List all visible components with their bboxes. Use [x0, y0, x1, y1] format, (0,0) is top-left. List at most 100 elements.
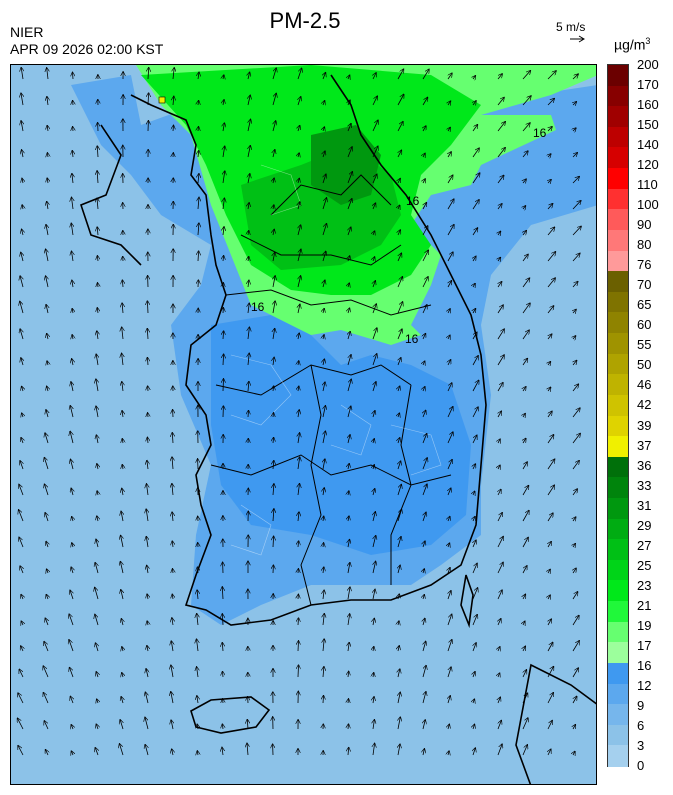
wind-arrow	[122, 280, 123, 288]
wind-arrow	[398, 150, 401, 158]
wind-arrow	[97, 146, 98, 158]
wind-arrow	[223, 198, 224, 210]
wind-arrow	[348, 643, 349, 652]
wind-arrow	[498, 204, 502, 210]
wind-arrow	[498, 411, 501, 418]
wind-arrow	[522, 254, 528, 262]
wind-arrow	[96, 435, 98, 444]
wind-arrow	[498, 490, 501, 496]
coastline	[80, 74, 596, 784]
wind-arrow	[447, 252, 453, 262]
wind-arrow	[147, 621, 148, 625]
wind-arrow	[298, 333, 299, 340]
legend-label: 33	[637, 477, 652, 493]
wind-arrow	[18, 693, 24, 704]
wind-arrow	[522, 538, 528, 548]
wind-arrow	[122, 411, 123, 418]
wind-arrow	[323, 614, 324, 626]
wind-arrow	[97, 256, 98, 262]
wind-arrow	[547, 485, 554, 496]
wind-arrow	[22, 150, 23, 158]
wind-arrow	[72, 309, 73, 314]
wind-arrow	[472, 125, 478, 132]
wind-arrow	[147, 594, 148, 600]
wind-arrow	[498, 647, 500, 651]
wind-arrow	[497, 148, 505, 158]
wind-arrow	[372, 174, 377, 184]
wind-arrow	[398, 253, 401, 262]
wind-arrow	[72, 543, 73, 547]
wind-arrow	[43, 693, 49, 704]
wind-arrow	[448, 591, 451, 600]
wind-arrow	[572, 461, 579, 470]
wind-arrow	[122, 327, 123, 340]
wind-arrow	[547, 513, 553, 522]
wind-arrow	[497, 175, 504, 184]
wind-arrow	[97, 171, 98, 184]
wind-arrow	[247, 720, 248, 730]
wind-arrow	[348, 614, 350, 626]
wind-arrow	[522, 71, 530, 80]
wind-arrow	[448, 724, 449, 730]
wind-arrow	[323, 101, 325, 105]
wind-arrow	[423, 749, 424, 756]
wind-arrow	[498, 232, 501, 236]
wind-arrow	[448, 568, 450, 574]
wind-arrow	[173, 68, 174, 80]
wind-arrow	[473, 76, 475, 79]
wind-arrow	[572, 201, 581, 210]
wind-arrow	[222, 748, 223, 756]
wind-arrow	[448, 696, 450, 704]
wind-arrow	[448, 543, 450, 547]
wind-arrow	[398, 717, 400, 730]
wind-arrow	[198, 127, 199, 131]
legend-swatch	[608, 147, 628, 169]
wind-arrow	[348, 563, 350, 574]
wind-arrow	[373, 231, 375, 235]
wind-arrow	[348, 124, 351, 132]
wind-arrow	[96, 539, 98, 548]
wind-arrow	[198, 151, 199, 158]
wind-arrow	[45, 484, 49, 496]
forecast-datetime: APR 09 2026 02:00 KST	[10, 41, 164, 57]
wind-arrow	[248, 257, 249, 262]
wind-arrow	[448, 73, 452, 80]
wind-arrow	[423, 126, 426, 132]
wind-arrow	[247, 743, 248, 756]
wind-arrow	[398, 413, 399, 417]
wind-arrow	[573, 361, 577, 366]
wind-arrow	[71, 223, 73, 236]
province-boundaries	[210, 174, 452, 606]
wind-arrow	[323, 543, 324, 547]
wind-arrow	[572, 253, 580, 262]
wind-arrow	[373, 73, 376, 80]
wind-arrow	[472, 356, 478, 366]
wind-arrow	[398, 565, 400, 574]
wind-arrow	[71, 488, 73, 496]
wind-arrow	[248, 327, 249, 340]
wind-arrow	[497, 383, 503, 392]
wind-arrow	[448, 751, 449, 755]
wind-arrow	[572, 434, 580, 444]
wind-arrow	[171, 720, 173, 730]
legend-label: 19	[637, 617, 652, 633]
wind-arrow	[248, 353, 249, 366]
wind-arrow	[473, 491, 475, 495]
legend-label: 36	[637, 457, 652, 473]
wind-arrow	[98, 283, 99, 287]
wind-arrow	[448, 360, 451, 366]
legend-swatch	[608, 539, 628, 561]
wind-arrow	[273, 358, 274, 366]
legend-swatch	[608, 65, 628, 87]
wind-arrow	[373, 512, 375, 522]
wind-arrow	[573, 336, 576, 339]
legend-swatch	[608, 415, 628, 437]
wind-arrow	[323, 488, 324, 496]
district-boundaries	[230, 164, 442, 556]
wind-arrow	[348, 748, 349, 756]
wind-arrow	[348, 516, 349, 522]
wind-arrow	[472, 588, 478, 600]
wind-arrow	[573, 102, 576, 105]
legend-swatch	[608, 374, 628, 396]
wind-arrow	[120, 720, 123, 730]
